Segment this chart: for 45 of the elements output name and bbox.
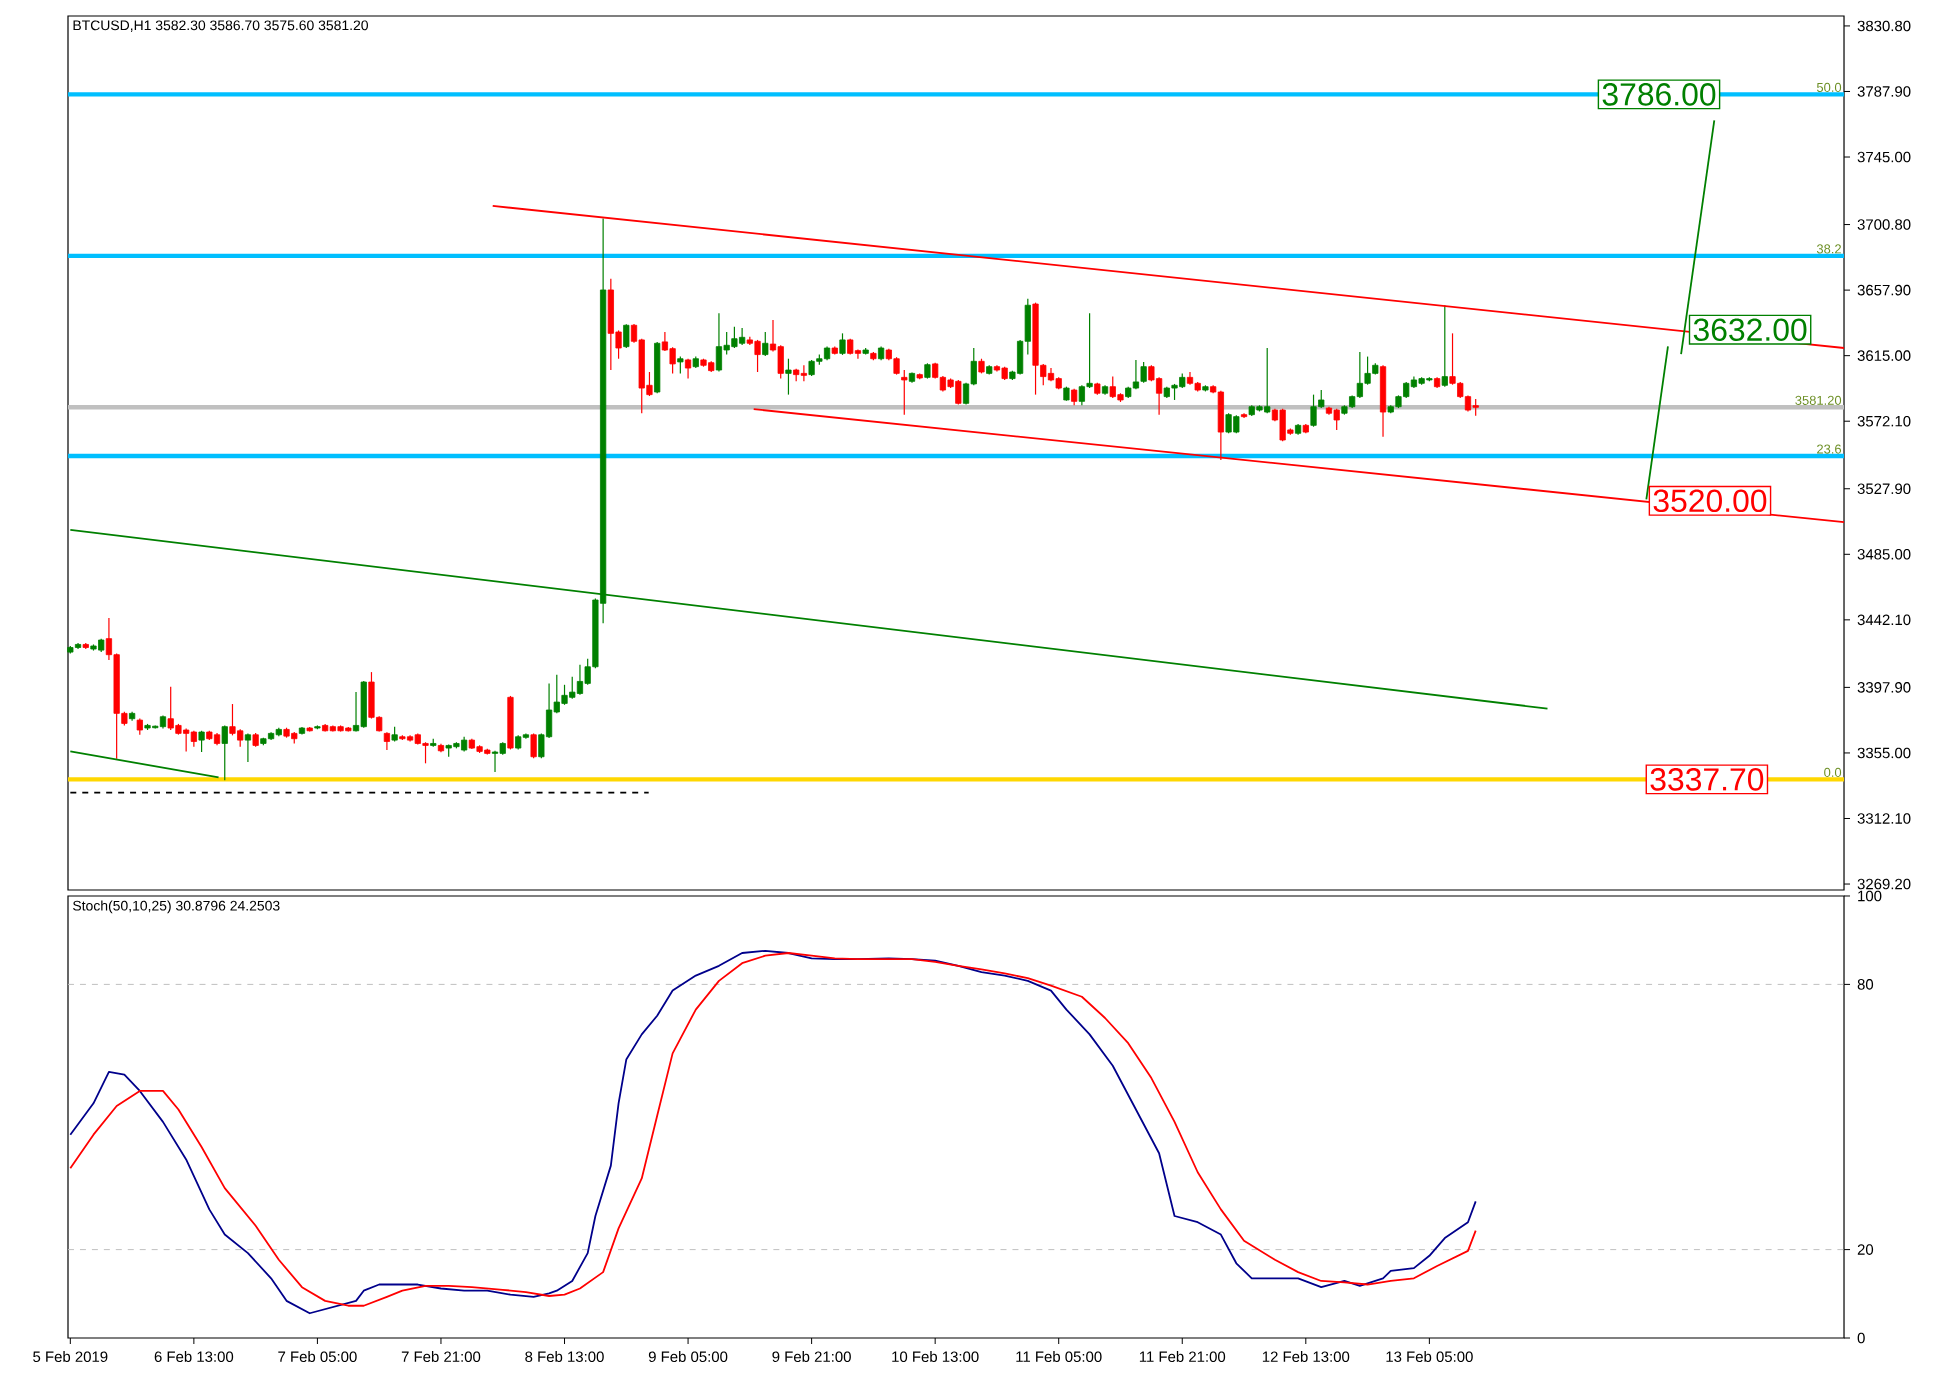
candlestick: [1109, 375, 1116, 399]
candlestick: [90, 643, 97, 652]
candlestick: [399, 734, 406, 741]
candlestick: [1140, 361, 1147, 384]
candlestick: [955, 379, 962, 406]
candlestick: [1032, 302, 1039, 396]
annotation: 3786.00: [1602, 83, 1716, 106]
candlestick: [561, 684, 568, 706]
candlestick: [1233, 414, 1240, 434]
annotation: 3337.70: [1650, 768, 1764, 791]
candlestick: [345, 726, 352, 733]
candlestick: [183, 727, 190, 753]
candlestick: [229, 703, 236, 736]
candlestick: [1310, 394, 1317, 428]
candlestick: [360, 680, 367, 729]
candlestick: [1117, 392, 1124, 403]
candlestick: [1333, 408, 1340, 431]
candlestick: [654, 341, 661, 394]
candlestick: [491, 750, 499, 773]
candlestick: [507, 695, 514, 751]
candlestick: [1279, 408, 1286, 442]
candlestick: [831, 345, 838, 356]
candlestick: [337, 724, 344, 733]
candlestick: [198, 730, 205, 753]
candlestick: [754, 339, 761, 373]
candlestick: [839, 332, 846, 356]
annotation: 3520.00: [1653, 489, 1767, 513]
candlestick: [607, 278, 614, 371]
annotation: 3632.00: [1693, 318, 1807, 341]
candlestick: [785, 358, 792, 396]
candlestick: [1264, 347, 1271, 414]
candlestick: [762, 331, 769, 357]
candlestick: [1225, 412, 1232, 434]
candlestick: [414, 732, 421, 746]
candlestick: [167, 686, 174, 731]
candlestick: [422, 741, 429, 764]
candlestick: [731, 326, 738, 349]
candlestick: [530, 732, 537, 759]
candlestick: [986, 364, 993, 376]
candlestick: [623, 323, 630, 349]
candlestick: [901, 369, 908, 416]
candlestick: [468, 738, 475, 750]
candlestick: [1441, 304, 1448, 388]
candlestick: [221, 724, 228, 781]
candlestick: [306, 726, 313, 733]
